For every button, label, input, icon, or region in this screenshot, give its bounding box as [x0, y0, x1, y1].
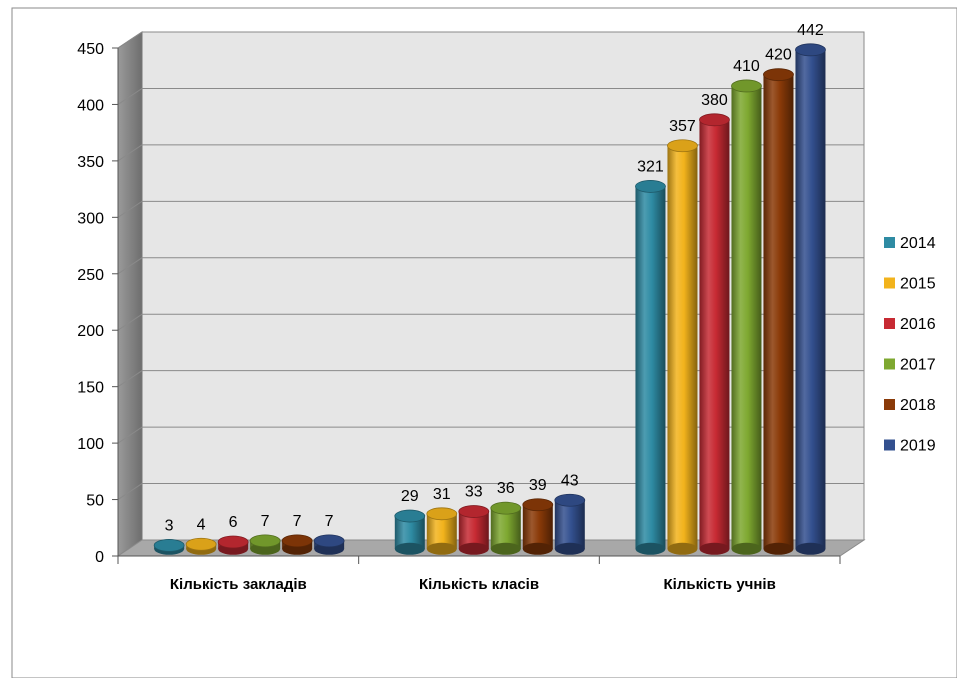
legend-label: 2015 — [900, 276, 936, 293]
bar — [795, 43, 826, 555]
legend-item: 2014 — [884, 235, 936, 252]
bar — [426, 507, 458, 555]
y-axis: 0 50 100 150 200 250 300 350 400 450 — [77, 41, 119, 566]
bar — [281, 534, 313, 555]
data-label: 43 — [561, 472, 579, 489]
legend-label: 2014 — [900, 235, 936, 252]
legend-item: 2016 — [884, 316, 936, 333]
data-label: 321 — [637, 158, 664, 175]
legend-swatch — [884, 237, 895, 248]
data-label: 380 — [701, 92, 728, 109]
data-label: 3 — [165, 517, 174, 534]
x-tick-label: Кількість закладів — [170, 576, 307, 593]
gridline — [117, 144, 864, 162]
bar — [217, 535, 249, 555]
gridline — [117, 87, 864, 105]
bar — [522, 498, 554, 555]
x-axis: Кількість закладів Кількість класів Кількі… — [117, 555, 841, 593]
gridline — [117, 426, 864, 444]
gridline — [117, 200, 864, 218]
data-label: 29 — [401, 488, 419, 505]
y-tick-label: 450 — [77, 41, 104, 58]
bars — [153, 43, 826, 555]
y-tick-label: 400 — [77, 97, 104, 114]
legend-swatch — [884, 318, 895, 329]
x-tick-label: Кількість учнів — [664, 576, 776, 593]
y-tick-label: 200 — [77, 323, 104, 340]
data-label: 7 — [293, 513, 302, 530]
data-label: 7 — [261, 513, 270, 530]
y-tick-label: 300 — [77, 210, 104, 227]
legend-label: 2016 — [900, 316, 936, 333]
legend-swatch — [884, 358, 895, 370]
legend-item: 2018 — [884, 397, 936, 414]
gridline — [117, 31, 864, 49]
x-tick-label: Кількість класів — [419, 576, 539, 593]
data-label: 442 — [797, 22, 824, 39]
y-tick-label: 100 — [77, 436, 104, 453]
bar — [554, 493, 586, 555]
legend: 2014 2015 2016 2017 2018 2019 — [884, 235, 936, 455]
data-label: 7 — [325, 513, 334, 530]
data-label: 6 — [229, 514, 238, 531]
legend-swatch — [884, 439, 895, 451]
bar — [394, 509, 426, 555]
bar — [458, 505, 490, 555]
bar — [763, 68, 794, 555]
legend-item: 2019 — [884, 438, 936, 455]
y-tick-label: 50 — [86, 493, 104, 510]
gridline — [117, 483, 864, 500]
data-label: 410 — [733, 58, 760, 75]
bar — [667, 139, 698, 555]
data-label: 33 — [465, 484, 483, 501]
y-tick-label: 250 — [77, 267, 104, 284]
legend-item: 2015 — [884, 276, 936, 293]
bar — [490, 501, 522, 555]
data-label: 39 — [529, 477, 547, 494]
data-label: 36 — [497, 480, 515, 497]
gridline — [117, 313, 864, 331]
legend-swatch — [884, 399, 895, 410]
y-tick-label: 350 — [77, 154, 104, 171]
y-tick-label: 0 — [95, 549, 104, 566]
legend-item: 2017 — [884, 357, 936, 374]
legend-label: 2018 — [900, 397, 936, 414]
legend-label: 2019 — [900, 438, 936, 455]
data-labels: 3 4 6 7 7 7 29 31 33 36 39 43 321 357 380 410 420 442 — [165, 22, 824, 535]
legend-label: 2017 — [900, 357, 936, 374]
bar — [249, 534, 281, 555]
gridline — [117, 370, 864, 388]
bar — [699, 113, 730, 555]
bar — [635, 180, 666, 555]
legend-swatch — [884, 277, 895, 289]
gridlines — [117, 31, 864, 500]
bar — [313, 534, 345, 555]
gridline — [117, 257, 864, 275]
data-label: 357 — [669, 118, 696, 135]
side-wall — [117, 31, 143, 557]
y-tick-label: 150 — [77, 380, 104, 397]
data-label: 4 — [197, 516, 206, 533]
bar — [185, 537, 217, 555]
bar — [731, 79, 762, 555]
data-label: 31 — [433, 486, 451, 503]
bar — [153, 539, 185, 555]
data-label: 420 — [765, 47, 792, 64]
